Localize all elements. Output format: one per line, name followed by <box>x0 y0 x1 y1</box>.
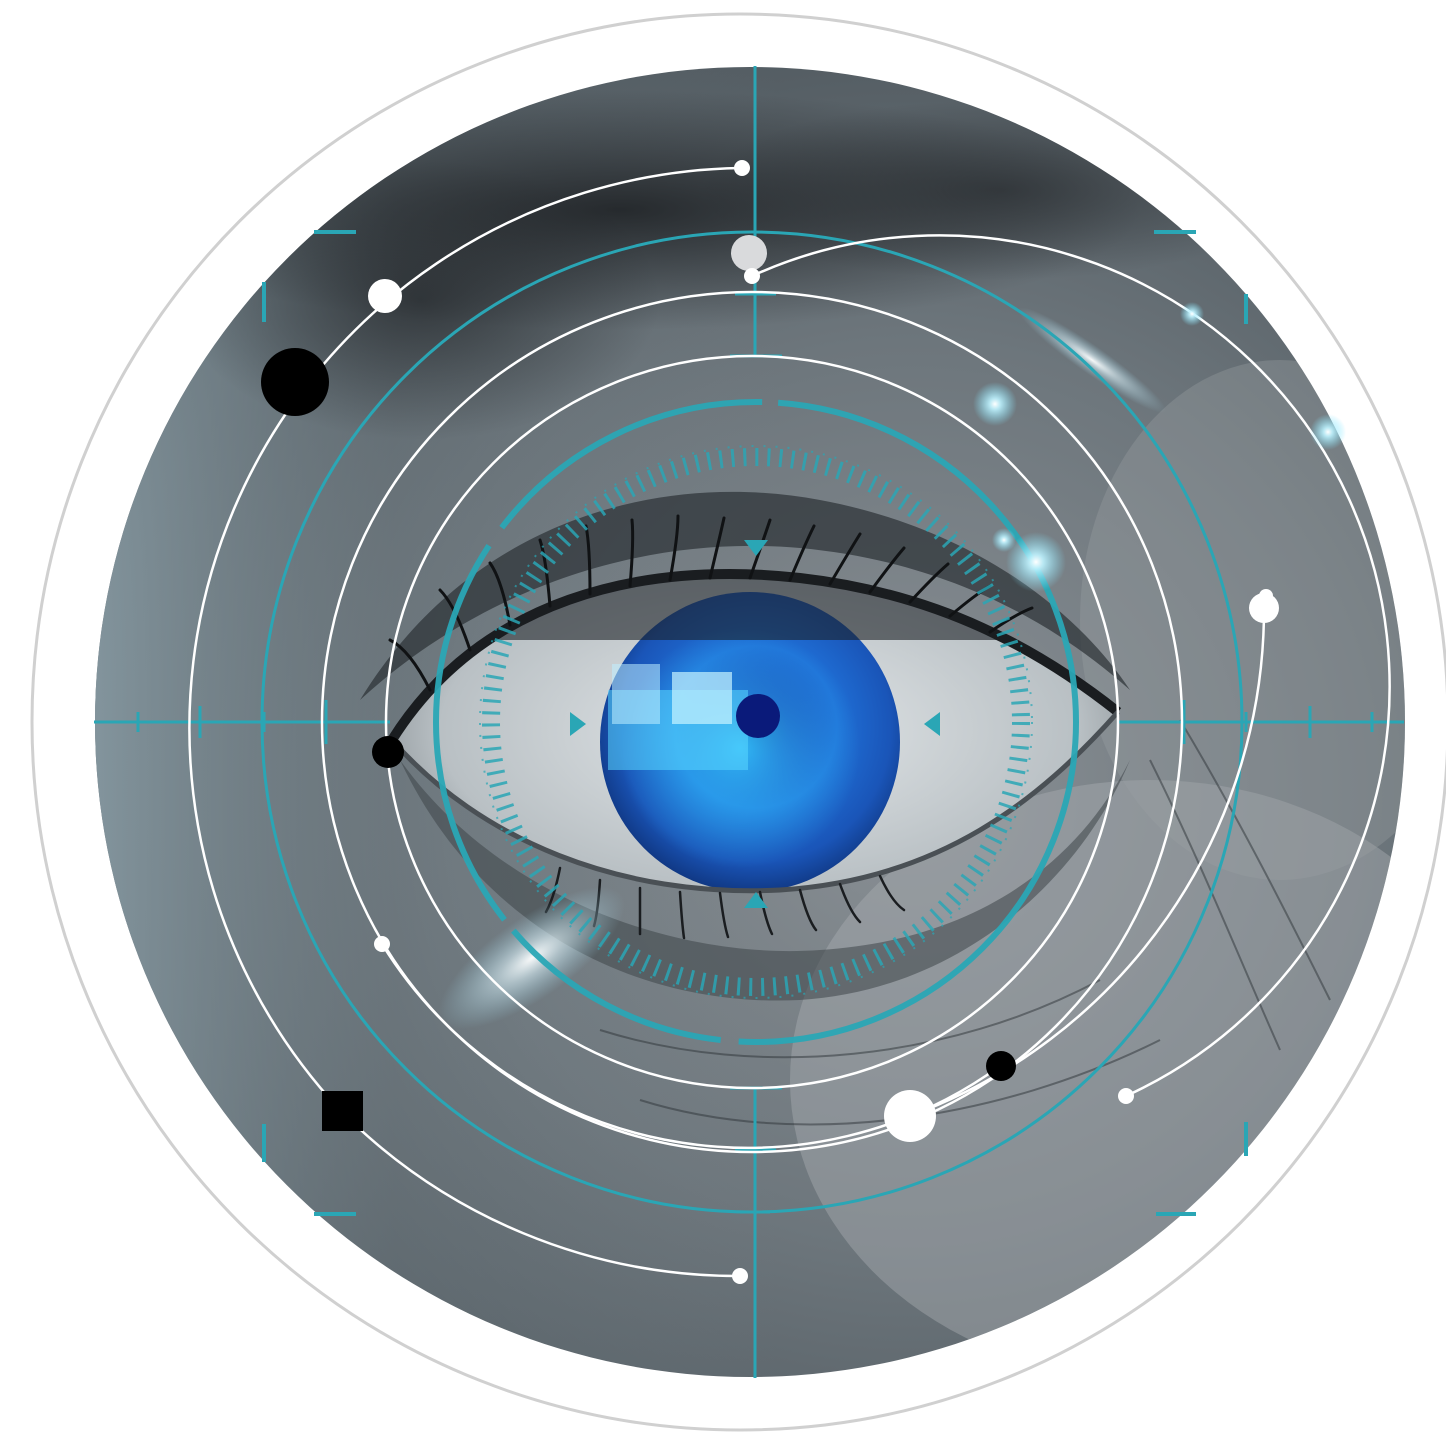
dial-ticks <box>482 448 1030 996</box>
orbit-dots <box>261 160 1279 1284</box>
glow-sparkles <box>973 302 1346 592</box>
crosshair-icon <box>94 66 1404 1378</box>
target-markers <box>570 540 940 908</box>
scan-ring-icon <box>260 230 1244 1214</box>
corner-brackets <box>262 230 1248 1216</box>
outer-ring <box>30 12 1446 1432</box>
orbit-lines <box>188 166 1391 1278</box>
pupil <box>736 694 780 738</box>
